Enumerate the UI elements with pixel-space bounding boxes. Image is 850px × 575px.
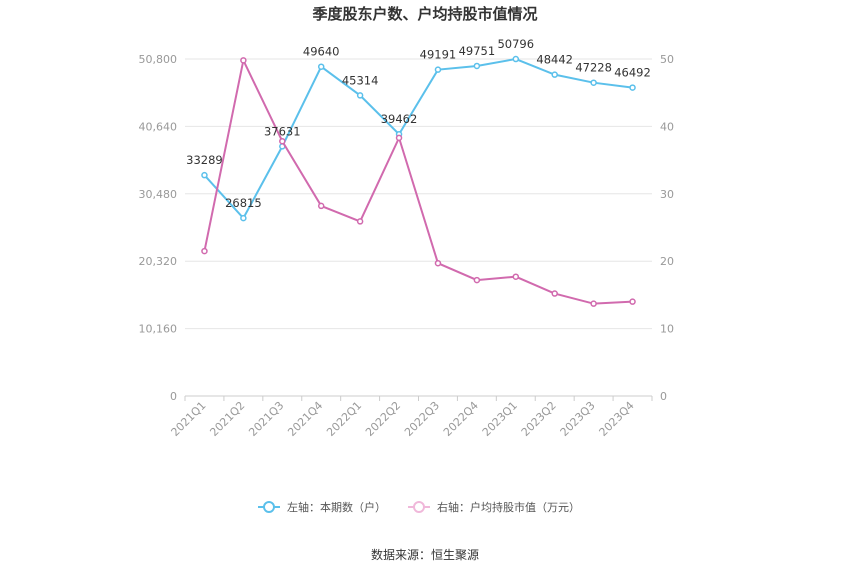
data-point[interactable] <box>629 298 636 305</box>
data-label: 37631 <box>264 124 301 138</box>
right-tick-label: 20 <box>660 255 674 268</box>
data-point[interactable] <box>473 62 481 70</box>
grid <box>185 58 652 397</box>
left-tick-label: 10,160 <box>139 323 178 336</box>
right-tick-label: 0 <box>660 390 667 403</box>
series-lines <box>201 55 636 307</box>
data-point[interactable] <box>356 92 364 99</box>
data-point[interactable] <box>512 273 520 280</box>
data-point[interactable] <box>201 171 208 179</box>
data-label: 48442 <box>536 53 573 67</box>
source-note: 数据来源：恒生聚源 <box>371 547 479 562</box>
series-line-1 <box>203 57 633 305</box>
data-point[interactable] <box>356 218 364 225</box>
x-tick-label: 2021Q4 <box>285 399 325 439</box>
data-point[interactable] <box>551 290 558 297</box>
x-tick-label: 2023Q4 <box>597 399 637 439</box>
right-axis: 0 10 20 30 40 50 <box>660 53 674 403</box>
data-label: 46492 <box>614 66 651 80</box>
data-label: 50796 <box>497 37 534 51</box>
data-point[interactable] <box>317 63 325 70</box>
data-point[interactable] <box>240 57 247 64</box>
data-point[interactable] <box>434 66 442 73</box>
left-tick-label: 40,640 <box>139 120 178 133</box>
data-point[interactable] <box>590 79 597 86</box>
data-label: 39462 <box>381 112 418 126</box>
x-tick-label: 2023Q1 <box>480 399 520 439</box>
data-point[interactable] <box>473 276 481 284</box>
left-tick-label: 50,800 <box>139 53 178 66</box>
data-point[interactable] <box>590 300 597 307</box>
data-point[interactable] <box>279 137 286 145</box>
data-label: 45314 <box>342 73 379 87</box>
data-label: 49191 <box>420 48 457 62</box>
data-point[interactable] <box>201 247 208 255</box>
data-label: 47228 <box>575 61 612 75</box>
left-tick-label: 0 <box>170 390 177 403</box>
data-point[interactable] <box>240 214 247 222</box>
x-tick-label: 2023Q2 <box>519 399 559 439</box>
right-tick-label: 30 <box>660 188 674 201</box>
legend-marker-icon <box>263 501 275 513</box>
left-tick-label: 30,480 <box>139 188 178 201</box>
data-label: 49751 <box>459 44 496 58</box>
legend-marker-icon <box>413 501 425 513</box>
x-tick-label: 2022Q3 <box>402 399 442 439</box>
right-tick-label: 50 <box>660 53 674 66</box>
x-tick-label: 2023Q3 <box>558 399 598 439</box>
legend-item-right-series[interactable]: 右轴：户均持股市值（万元） <box>408 500 580 514</box>
x-tick-label: 2021Q2 <box>207 399 247 439</box>
legend[interactable]: 左轴：本期数（户） 右轴：户均持股市值（万元） <box>258 500 580 514</box>
data-point[interactable] <box>395 134 403 142</box>
data-point[interactable] <box>434 259 442 267</box>
data-label: 33289 <box>186 153 223 167</box>
x-tick-label: 2021Q3 <box>246 399 286 439</box>
data-label: 49640 <box>303 45 340 59</box>
data-label: 26815 <box>225 196 262 210</box>
legend-label: 右轴：户均持股市值（万元） <box>437 500 580 514</box>
right-tick-label: 40 <box>660 120 674 133</box>
data-point[interactable] <box>317 202 325 210</box>
x-tick-label: 2022Q2 <box>363 399 403 439</box>
data-point[interactable] <box>629 84 636 91</box>
left-axis: 0 10,160 20,320 30,480 40,640 50,800 <box>139 53 178 403</box>
x-axis: 2021Q12021Q22021Q32021Q42022Q12022Q22022… <box>169 396 653 439</box>
x-tick-label: 2021Q1 <box>169 399 209 439</box>
legend-item-left-series[interactable]: 左轴：本期数（户） <box>258 500 386 514</box>
data-point[interactable] <box>512 55 520 63</box>
right-tick-label: 10 <box>660 323 674 336</box>
data-point[interactable] <box>551 71 558 78</box>
x-tick-label: 2022Q4 <box>441 399 481 439</box>
x-tick-label: 2022Q1 <box>324 399 364 439</box>
legend-label: 左轴：本期数（户） <box>287 500 386 514</box>
series-line-0 <box>203 57 633 220</box>
chart-title: 季度股东户数、户均持股市值情况 <box>312 5 537 23</box>
left-tick-label: 20,320 <box>139 255 178 268</box>
